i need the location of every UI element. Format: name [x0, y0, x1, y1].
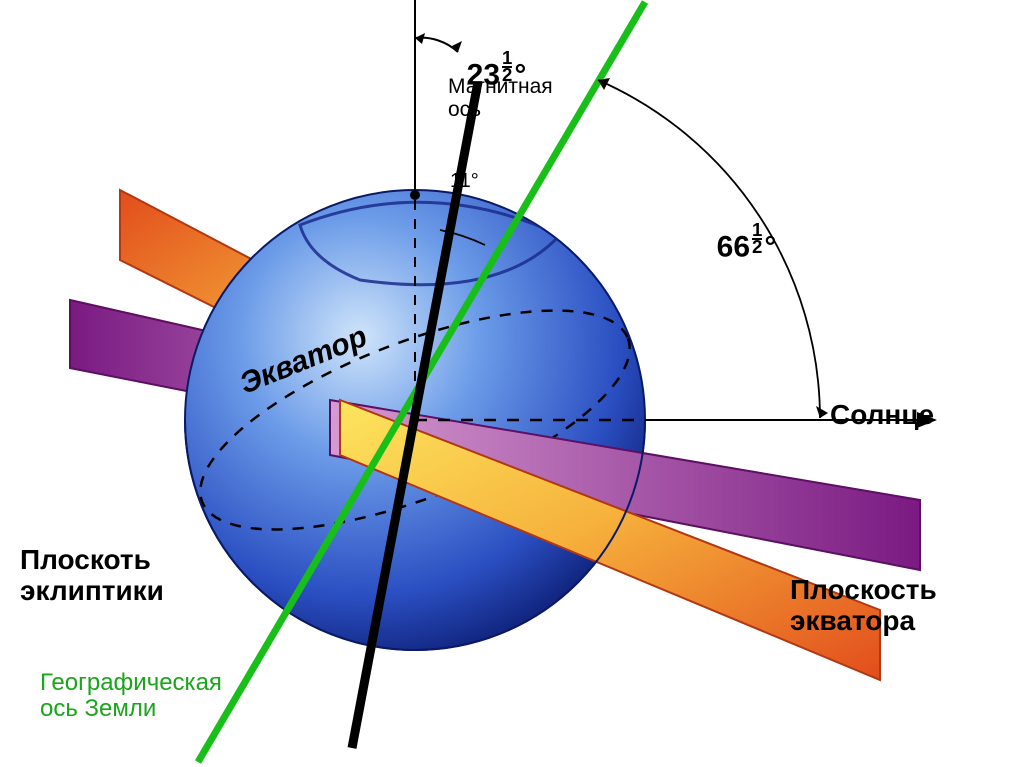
sun-label: Солнце: [830, 400, 934, 431]
pole-dot: [410, 190, 420, 200]
center-dot: [411, 416, 419, 424]
arrow-tip-left: [415, 33, 425, 44]
equator-plane-label: Плоскость экватора: [790, 575, 937, 637]
magnetic-axis-label: Магнитная ось: [448, 75, 553, 121]
geographic-axis-label: Географическая ось Земли: [40, 670, 222, 723]
angle-11-label: 11°: [450, 170, 479, 192]
arrow-66-bot: [816, 406, 828, 418]
angle-66-label: 6612°: [700, 190, 776, 264]
ecliptic-plane-label: Плоскоть эклиптики: [20, 545, 164, 607]
diagram-stage: 2312° Магнитная ось 11° 6612° Солнце Экв…: [0, 0, 1024, 767]
